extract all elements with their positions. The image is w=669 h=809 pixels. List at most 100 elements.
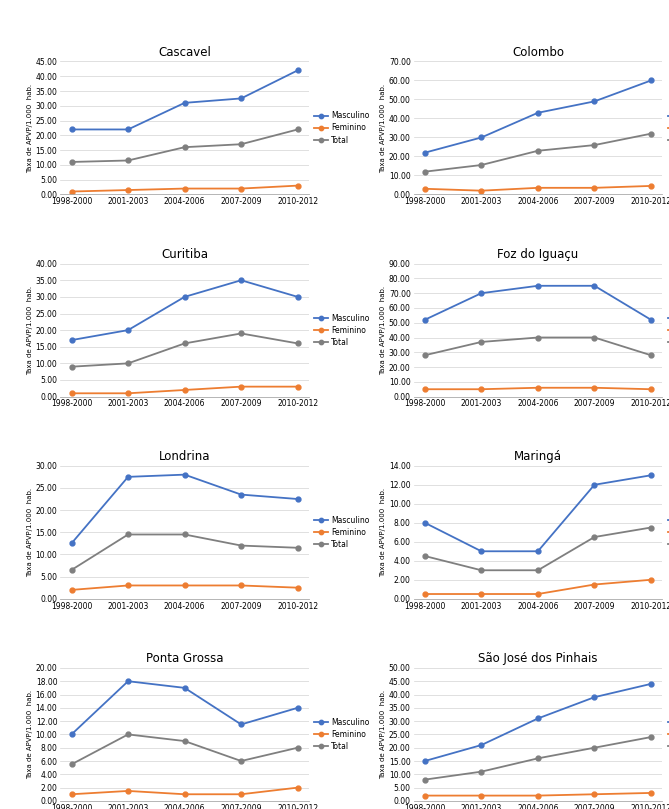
Line: Total: Total [69,732,300,767]
Total [68,157,76,167]
Feminino [294,783,302,793]
Line: Masculino: Masculino [422,472,654,553]
Total [181,530,189,540]
Total [421,167,429,176]
Line: Total: Total [69,127,300,164]
Total [534,332,542,342]
Total [421,775,429,785]
Line: Feminino: Feminino [422,578,654,596]
Masculino [294,66,302,75]
Feminino [421,184,429,193]
Line: Feminino: Feminino [69,183,300,194]
Feminino [181,184,189,193]
Y-axis label: Taxa de APVP/1.000  hab.: Taxa de APVP/1.000 hab. [380,286,386,375]
Feminino [534,183,542,193]
Line: Total: Total [422,525,654,573]
Line: Feminino: Feminino [422,184,654,193]
Line: Total: Total [422,735,654,782]
Masculino [237,489,245,499]
Masculino [181,98,189,108]
Feminino [647,181,655,191]
Total [237,328,245,338]
Line: Total: Total [422,131,654,174]
Title: Colombo: Colombo [512,46,564,59]
Masculino [124,472,132,481]
Feminino [124,185,132,195]
Feminino [591,383,599,392]
Masculino [647,679,655,688]
Masculino [478,546,486,556]
Total [181,339,189,349]
Masculino [237,275,245,285]
Legend: Masculino, Feminino, Total: Masculino, Feminino, Total [313,515,371,550]
Masculino [647,75,655,85]
Total [421,350,429,360]
Total [68,565,76,575]
Y-axis label: Taxa de APVP/1.000  hab.: Taxa de APVP/1.000 hab. [380,488,386,577]
Title: São José dos Pinhais: São José dos Pinhais [478,652,597,665]
Total [647,350,655,360]
Title: Londrina: Londrina [159,451,210,464]
Total [647,732,655,742]
Feminino [294,582,302,592]
Line: Masculino: Masculino [422,681,654,764]
Masculino [124,325,132,335]
Feminino [591,580,599,590]
Line: Total: Total [69,532,300,573]
Title: Maringá: Maringá [514,451,562,464]
Y-axis label: Taxa de APVP/1.000  hab.: Taxa de APVP/1.000 hab. [27,83,33,172]
Total [591,532,599,542]
Y-axis label: Taxa de APVP/1.000  hab.: Taxa de APVP/1.000 hab. [27,286,33,375]
Feminino [478,186,486,196]
Feminino [647,575,655,585]
Masculino [124,676,132,686]
Line: Feminino: Feminino [69,786,300,797]
Line: Feminino: Feminino [422,385,654,392]
Feminino [421,589,429,599]
Line: Feminino: Feminino [422,790,654,798]
Feminino [591,183,599,193]
Line: Masculino: Masculino [69,472,300,546]
Feminino [237,184,245,193]
Masculino [421,315,429,324]
Masculino [534,546,542,556]
Feminino [237,382,245,392]
Title: Ponta Grossa: Ponta Grossa [146,652,223,665]
Feminino [591,790,599,799]
Legend: Masculino, Feminino, Total: Masculino, Feminino, Total [313,110,371,146]
Feminino [294,382,302,392]
Total [237,139,245,149]
Feminino [68,187,76,197]
Line: Feminino: Feminino [69,384,300,396]
Masculino [294,494,302,504]
Masculino [68,335,76,345]
Total [294,743,302,752]
Feminino [68,790,76,799]
Legend: Masculino, Feminino, Total: Masculino, Feminino, Total [666,312,669,348]
Masculino [68,730,76,739]
Legend: Masculino, Feminino, Total: Masculino, Feminino, Total [666,110,669,146]
Feminino [124,581,132,591]
Feminino [534,383,542,392]
Masculino [534,714,542,723]
Feminino [478,790,486,800]
Feminino [68,388,76,398]
Text: ISSN: 2359-232X: ISSN: 2359-232X [515,8,659,23]
Feminino [534,589,542,599]
Line: Masculino: Masculino [422,283,654,322]
Feminino [124,786,132,796]
Feminino [421,790,429,800]
Legend: Masculino, Feminino, Total: Masculino, Feminino, Total [313,716,371,752]
Y-axis label: Taxa de APVP/1.000  hab.: Taxa de APVP/1.000 hab. [27,690,33,779]
Masculino [647,470,655,480]
Total [68,760,76,769]
Masculino [591,693,599,702]
Feminino [534,790,542,800]
Feminino [421,384,429,394]
Masculino [124,125,132,134]
Total [647,129,655,138]
Masculino [181,292,189,302]
Total [478,160,486,170]
Masculino [181,683,189,693]
Total [181,736,189,746]
